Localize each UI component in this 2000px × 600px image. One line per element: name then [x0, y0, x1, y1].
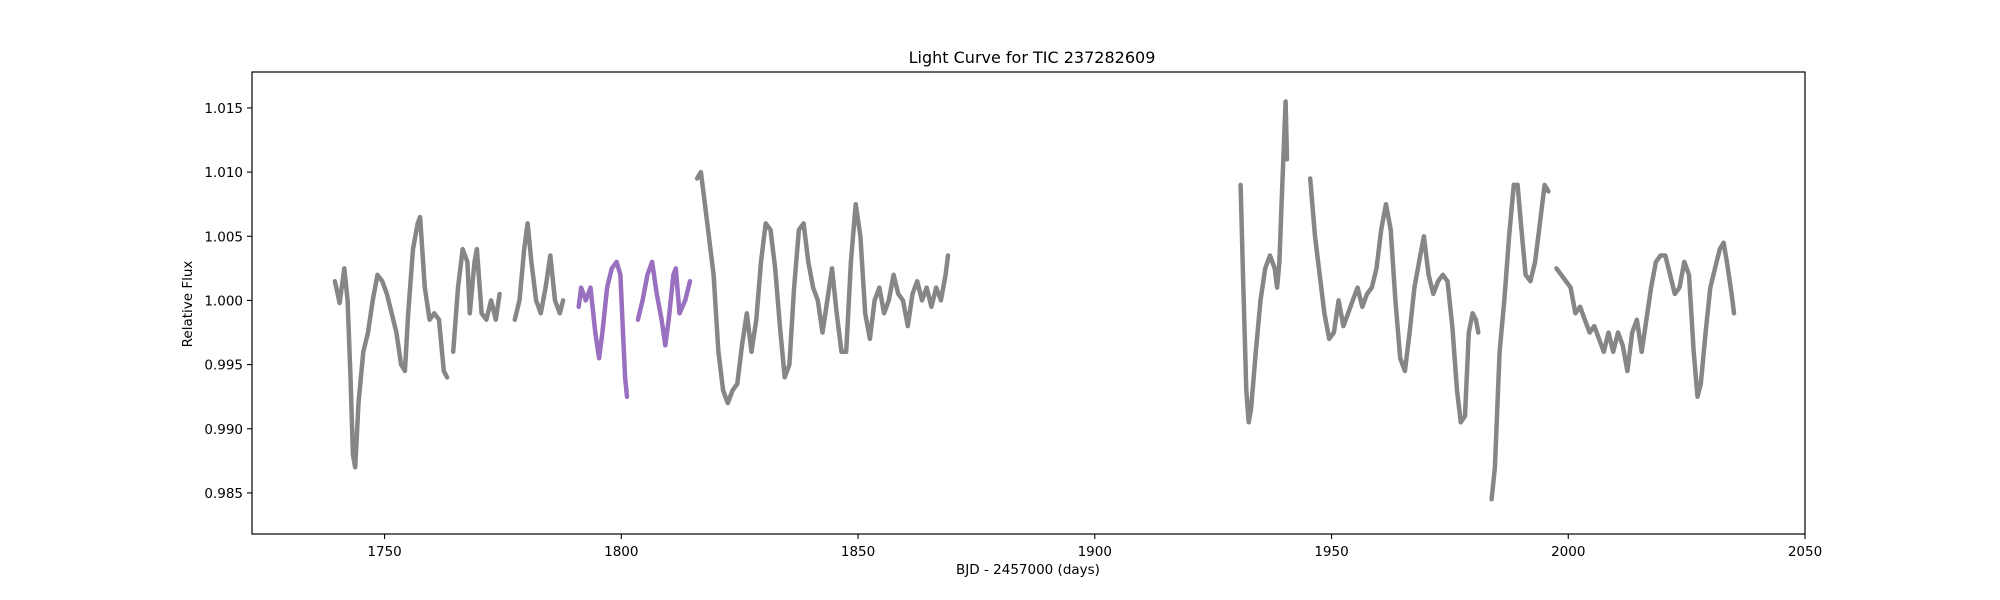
y-tick-label: 1.015	[204, 101, 243, 117]
chart-title: Light Curve for TIC 237282609	[909, 48, 1156, 67]
x-tick-label: 1900	[1078, 544, 1112, 560]
series-line-segment	[635, 259, 693, 348]
series-line-segment	[1238, 99, 1290, 425]
x-tick-label: 2050	[1788, 544, 1822, 560]
series-line-segment	[1489, 182, 1551, 502]
series-line-segment	[1554, 240, 1737, 399]
series-line-segment	[512, 221, 566, 322]
y-tick-label: 0.990	[204, 422, 243, 438]
series-line-segment	[1307, 176, 1481, 425]
data-layer	[332, 99, 1737, 502]
series-1	[576, 259, 693, 399]
y-tick-label: 0.985	[204, 486, 243, 502]
series-line-segment	[694, 169, 951, 406]
series-0	[332, 99, 1737, 502]
x-tick-label: 1850	[841, 544, 875, 560]
series-line-segment	[576, 259, 630, 399]
y-axis-title: Relative Flux	[180, 261, 196, 348]
x-tick-label: 1800	[604, 544, 638, 560]
y-tick-label: 1.010	[204, 165, 243, 181]
x-tick-label: 2000	[1551, 544, 1585, 560]
y-axis: 0.985 0.990 0.995 1.000 1.005 1.010 1.015	[204, 101, 252, 502]
series-line-segment	[450, 246, 502, 355]
x-axis-title: BJD - 2457000 (days)	[956, 562, 1100, 578]
plot-frame	[251, 71, 1806, 535]
x-axis: 1750 1800 1850 1900 1950 2000 2050	[367, 534, 1822, 560]
y-tick-label: 1.000	[204, 293, 243, 309]
y-tick-label: 1.005	[204, 229, 243, 245]
x-tick-label: 1950	[1314, 544, 1348, 560]
y-tick-label: 0.995	[204, 358, 243, 374]
series-line-segment	[332, 214, 450, 470]
x-tick-label: 1750	[367, 544, 401, 560]
